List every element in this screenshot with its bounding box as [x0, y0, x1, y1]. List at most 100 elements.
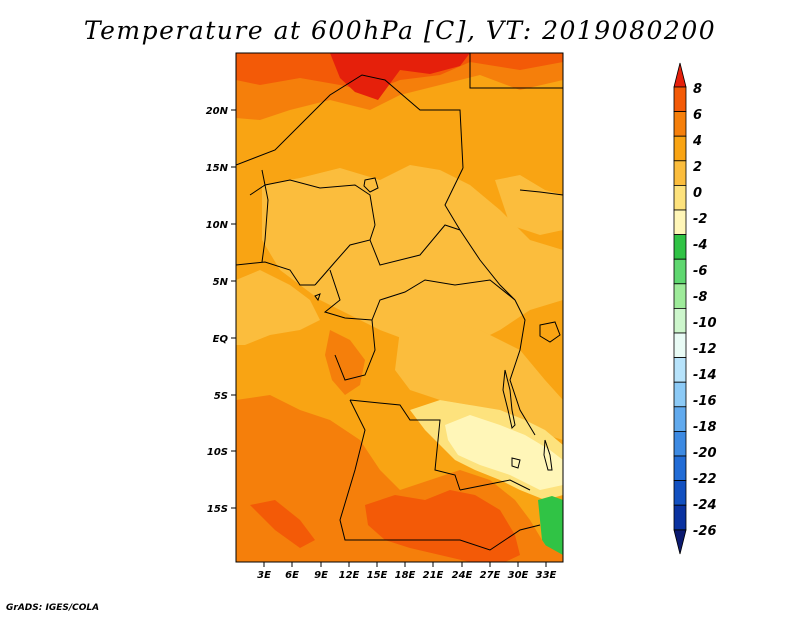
lat-label: 10S — [207, 447, 228, 458]
lon-label: 24E — [452, 570, 473, 581]
colorbar-box — [673, 332, 687, 359]
plot-frame — [235, 52, 564, 563]
colorbar-box — [673, 357, 687, 383]
colorbar-label: 4 — [692, 134, 702, 149]
colorbar-labels: 8 6 4 2 0 -2 -4 -6 -8 -10 -12 -14 -16 -1… — [692, 82, 717, 539]
colorbar-label: -14 — [693, 368, 717, 383]
lake-bangweulu — [511, 457, 521, 469]
colorbar-label: -2 — [693, 212, 707, 227]
colorbar-label: 6 — [693, 108, 702, 123]
lon-label: 18E — [395, 570, 416, 581]
colorbar-label: -26 — [693, 524, 717, 539]
colorbar-label: -12 — [693, 342, 717, 357]
colorbar-box — [673, 430, 687, 457]
lon-tick: 21E — [423, 562, 444, 581]
lon-tick: 24E — [452, 562, 473, 581]
colorbar-box — [673, 209, 687, 236]
chart-title: Temperature at 600hPa [C], VT: 201908020… — [83, 16, 717, 45]
lat-label: 5N — [213, 277, 229, 288]
lat-label: 15N — [206, 163, 229, 174]
border-car-chad — [369, 224, 461, 266]
field-region-6-8-south — [365, 490, 520, 562]
lat-tick: 20N — [206, 106, 236, 117]
lon-label: 6E — [285, 570, 299, 581]
border-nile-east — [519, 189, 563, 196]
field-region-6-8-north — [236, 53, 563, 92]
lon-axis: 3E 6E 9E 12E 15E 18E 21E 24E — [257, 562, 557, 581]
colorbar-box — [673, 406, 687, 432]
colorbar-box — [673, 160, 687, 186]
lon-label: 21E — [423, 570, 444, 581]
colorbar-label: -6 — [693, 264, 707, 279]
lon-label: 9E — [314, 570, 328, 581]
border-zambia — [459, 479, 531, 491]
border-west — [236, 261, 315, 286]
colorbar-bottom-arrow — [673, 529, 687, 555]
field-region-0-2-north — [262, 165, 563, 355]
lat-label: 5S — [214, 391, 228, 402]
lake-victoria — [539, 321, 561, 343]
lon-label: 12E — [339, 570, 360, 581]
field-region-0-2-west — [236, 270, 320, 345]
lat-tick: 10S — [207, 447, 236, 458]
colorbar-box — [673, 480, 687, 506]
lon-tick: 15E — [367, 562, 388, 581]
lon-tick: 33E — [536, 562, 557, 581]
colorbar-box — [673, 258, 687, 285]
colorbar-label: 2 — [693, 160, 702, 175]
lat-axis: 20N 15N 10N 5N EQ 5S 10S 15S — [206, 106, 236, 515]
colorbar-box — [673, 135, 687, 162]
colorbar-box — [673, 307, 687, 334]
field-region-4-6-lakes — [325, 330, 365, 395]
border-angola-namibia — [339, 399, 541, 551]
lon-label: 33E — [536, 570, 557, 581]
lon-tick: 12E — [339, 562, 360, 581]
field-region-0-2-east — [495, 175, 563, 235]
colorbar-top-arrow — [673, 62, 687, 88]
colorbar-label: -20 — [693, 446, 717, 461]
lat-label: 15S — [207, 504, 228, 515]
lakes — [314, 177, 561, 471]
border-libya-egypt — [469, 53, 563, 89]
border-west-2 — [261, 169, 269, 263]
country-borders — [236, 53, 563, 551]
border-algeria-niger — [236, 74, 464, 169]
lat-tick: 15S — [207, 504, 236, 515]
lat-label: 20N — [206, 106, 229, 117]
lon-tick: 27E — [480, 562, 501, 581]
lon-tick: 18E — [395, 562, 416, 581]
colorbar-label: -16 — [693, 394, 717, 409]
colorbar-box — [673, 381, 687, 408]
lon-label: 30E — [508, 570, 529, 581]
colorbar-label: -4 — [693, 238, 707, 253]
lon-tick: 30E — [508, 562, 529, 581]
colorbar-box — [673, 283, 687, 309]
colorbar-box — [673, 234, 687, 260]
lat-tick: 15N — [206, 163, 236, 174]
lon-tick: 6E — [285, 562, 299, 581]
field-region-8-plus — [330, 53, 470, 100]
border-chad-sudan — [444, 167, 516, 301]
colorbar-label: 8 — [693, 82, 702, 97]
colorbar-label: 0 — [693, 186, 702, 201]
lat-label: 10N — [206, 220, 229, 231]
border-angola — [349, 399, 461, 491]
colorbar-label: -8 — [693, 290, 707, 305]
field-region-6-8-coast — [250, 500, 315, 548]
lake-volta-dots — [314, 293, 321, 302]
colorbar-box — [673, 184, 687, 211]
temperature-field — [236, 53, 563, 562]
lat-tick: 5S — [214, 391, 236, 402]
field-region-0-2-south — [395, 320, 563, 440]
lat-tick: 5N — [213, 277, 236, 288]
colorbar-label: -24 — [693, 498, 717, 513]
field-region-m4-m2 — [445, 415, 563, 490]
border-congo-drc — [334, 319, 376, 381]
lake-tanganyika — [502, 369, 516, 429]
lon-label: 15E — [367, 570, 388, 581]
lake-malawi — [543, 439, 553, 471]
colorbar-box — [673, 86, 687, 113]
colorbar-label: -10 — [693, 316, 717, 331]
lat-tick: 10N — [206, 220, 236, 231]
